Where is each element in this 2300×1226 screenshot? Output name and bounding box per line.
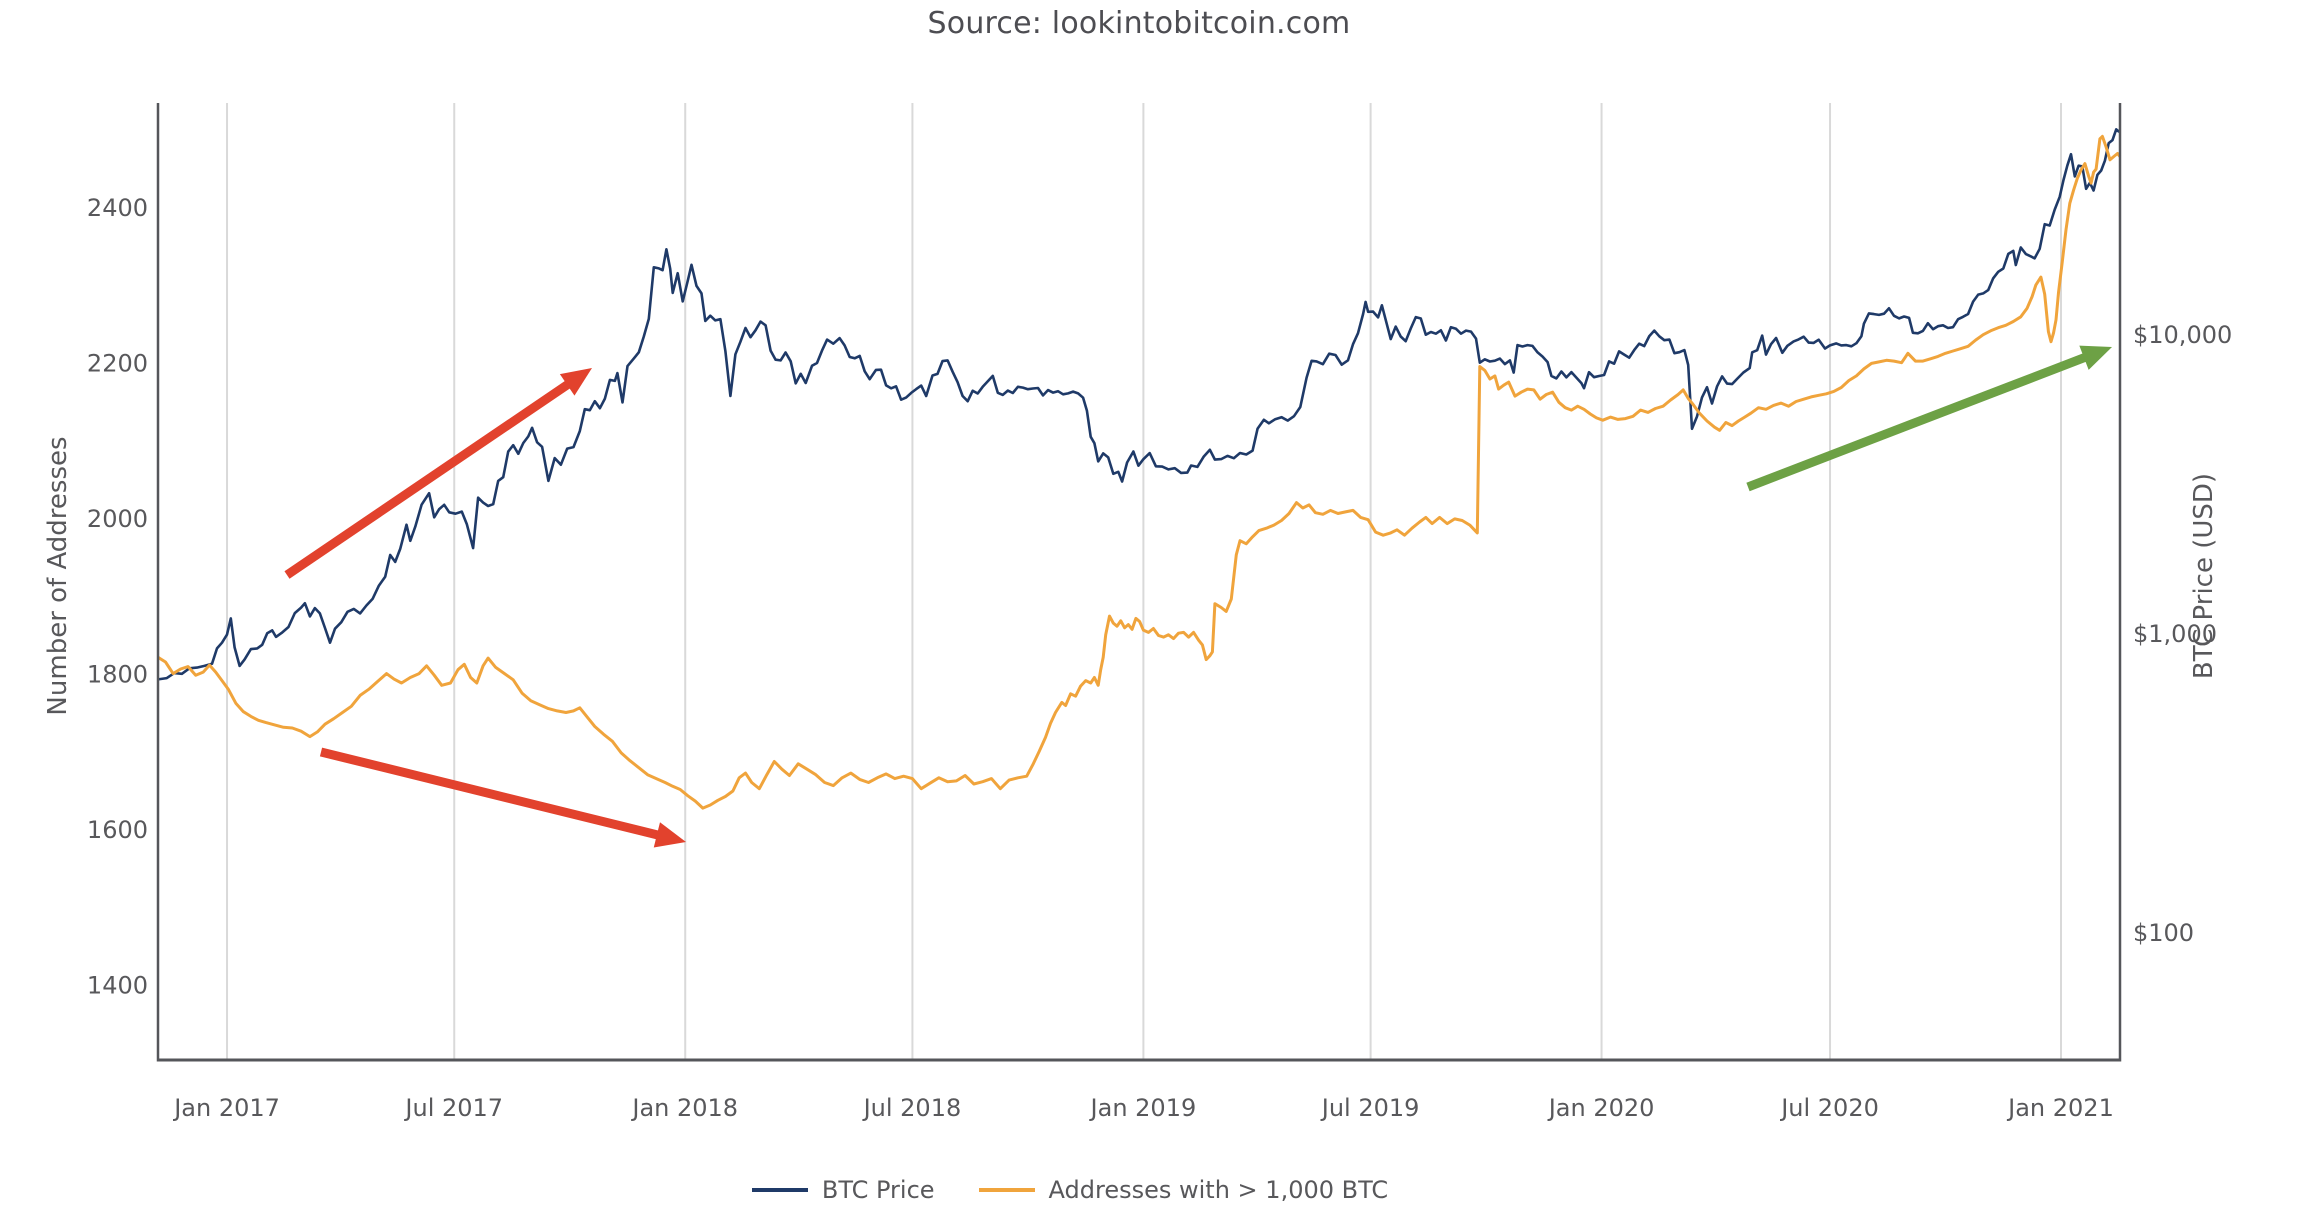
- arrow-green-up-trend: [1746, 345, 2112, 492]
- y-left-tick-label: 1400: [87, 971, 148, 999]
- x-tick-label: Jul 2020: [1779, 1094, 1879, 1122]
- y-right-tick-label: $100: [2133, 919, 2194, 947]
- y-right-axis-title: BTC Price (USD): [2189, 473, 2219, 679]
- x-tick-label: Jul 2018: [862, 1094, 962, 1122]
- annotation-arrows-group: [284, 345, 2112, 848]
- btc-line-swatch-icon: [751, 1188, 808, 1192]
- series-group: [157, 128, 2122, 810]
- y-left-tick-label: 2200: [87, 349, 148, 377]
- x-tick-label: Jan 2018: [630, 1094, 738, 1122]
- x-tick-label: Jan 2019: [1089, 1094, 1197, 1122]
- legend-label-btc-price: BTC Price: [821, 1176, 935, 1204]
- legend-label-addresses: Addresses with > 1,000 BTC: [1048, 1176, 1389, 1204]
- x-tick-label: Jul 2017: [403, 1094, 503, 1122]
- legend: BTC Price Addresses with > 1,000 BTC: [0, 1170, 2140, 1210]
- series-line-addresses: [157, 134, 2122, 810]
- legend-item-btc-price: BTC Price: [751, 1176, 935, 1204]
- y-right-tick-label: $1,000: [2133, 620, 2217, 648]
- x-tick-label: Jan 2021: [2006, 1094, 2114, 1122]
- y-left-tick-labels: 1400 1600 1800 2000 2200 2400: [87, 194, 148, 999]
- y-right-tick-label: $10,000: [2133, 321, 2232, 349]
- y-left-axis-title: Number of Addresses: [43, 436, 73, 715]
- axis-spines: [156, 103, 2122, 1062]
- x-tick-label: Jan 2020: [1547, 1094, 1655, 1122]
- x-tick-label: Jan 2017: [172, 1094, 280, 1122]
- gridlines-group: [226, 103, 2063, 1060]
- legend-item-addresses: Addresses with > 1,000 BTC: [978, 1176, 1389, 1204]
- x-tick-labels: Jan 2017 Jul 2017 Jan 2018 Jul 2018 Jan 2019…: [172, 1094, 2114, 1122]
- series-line-btc-price: [157, 128, 2121, 681]
- y-left-tick-label: 2400: [87, 194, 148, 222]
- x-tick-label: Jul 2019: [1320, 1094, 1420, 1122]
- arrow-red-up-trend: [284, 368, 592, 579]
- y-left-tick-label: 1600: [87, 816, 148, 844]
- y-right-tick-labels: $100 $1,000 $10,000: [2133, 321, 2232, 947]
- y-left-tick-label: 1800: [87, 660, 148, 688]
- y-left-tick-label: 2000: [87, 505, 148, 533]
- arrow-red-down-trend: [319, 747, 686, 848]
- chart-title: Source: lookintobitcoin.com: [927, 6, 1351, 41]
- addresses-line-swatch-icon: [978, 1188, 1035, 1192]
